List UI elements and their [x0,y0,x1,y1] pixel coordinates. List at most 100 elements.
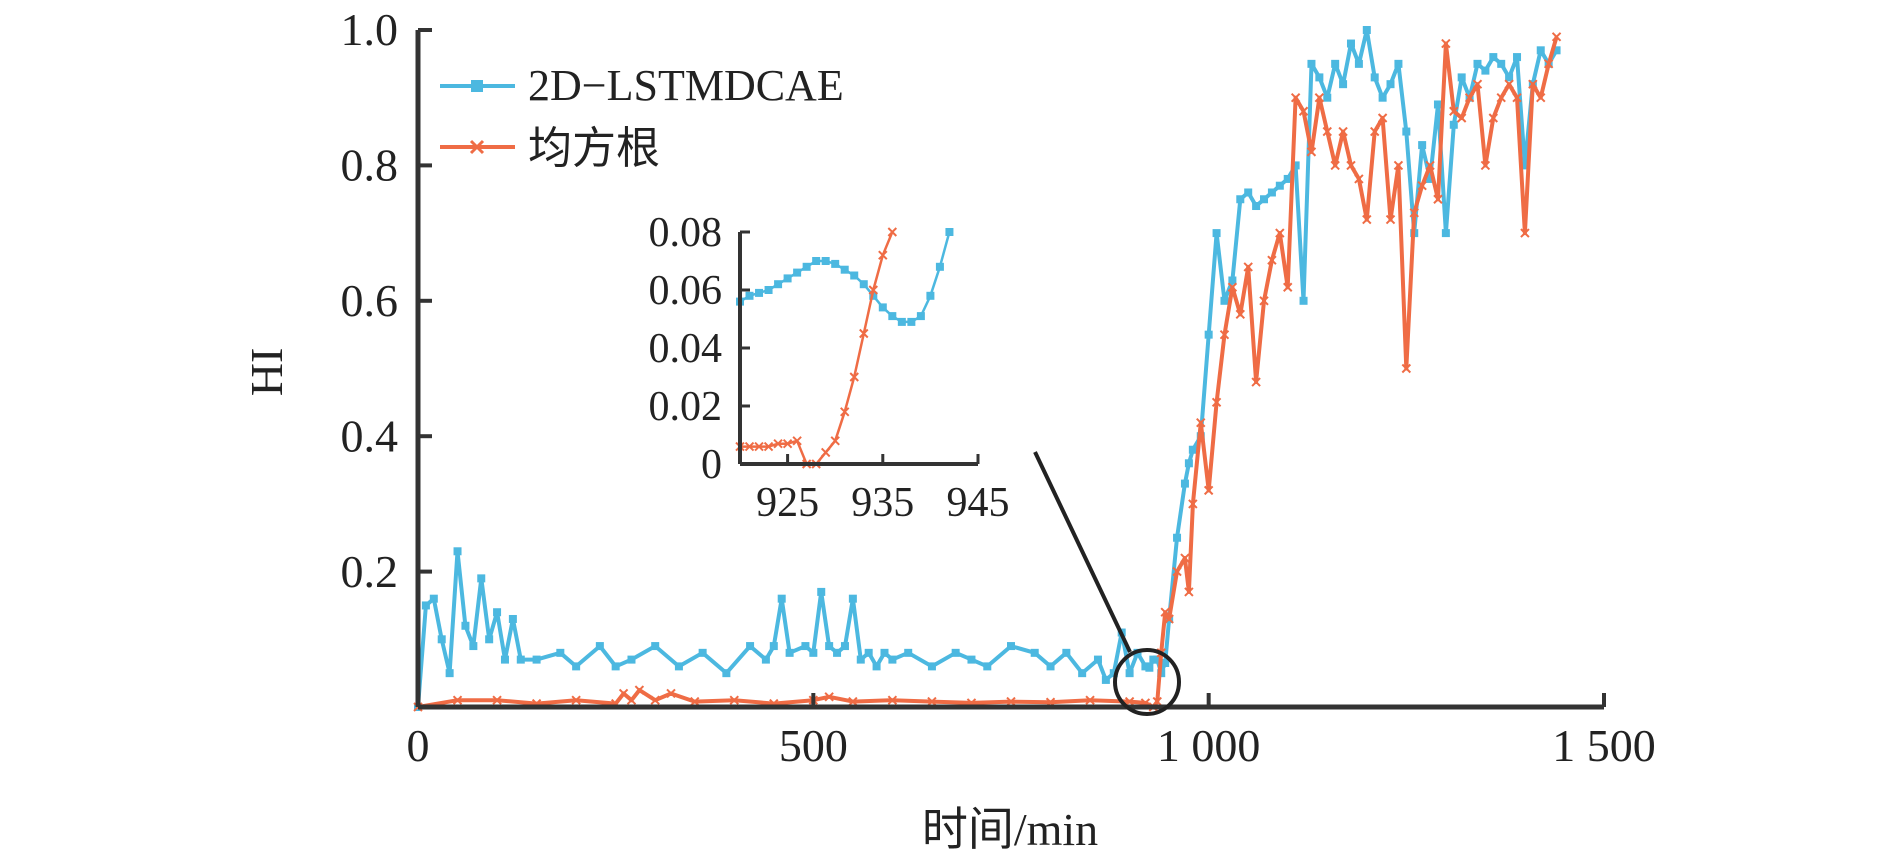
inset-series-0-point [774,280,783,289]
inset-series-0-point [831,259,840,268]
inset-series-1-point [859,328,869,339]
main-series-1-point [1180,553,1190,563]
main-series-1-point [1433,194,1443,204]
main-series-0-point [967,655,976,664]
main-series-0-point [1433,100,1442,109]
main-series-0-point [1188,445,1197,454]
inset-series-0-point [878,303,887,312]
y-axis-label: HI [241,348,292,397]
main-series-0-point [1204,330,1213,339]
main-series-layer [413,26,1562,712]
main-series-0-point [1457,73,1466,82]
main-series-0-point [1362,26,1371,34]
main-series-1-point [1227,282,1238,292]
inset-series-0-point [783,274,792,283]
main-series-1-point [1124,696,1135,707]
main-series-1-point [1520,228,1530,238]
inset-series-1-point [754,441,764,452]
main-series-1-point [927,696,937,707]
main-series-0-point [1339,80,1348,89]
main-series-0-point [1402,127,1411,136]
main-series-0-point [1283,174,1292,183]
main-series-0-point [1260,195,1269,204]
main-series-0-point [1497,59,1506,68]
main-series-0-point [951,648,960,657]
main-series-1-point [1322,126,1332,137]
main-series-1-point [1188,499,1198,509]
main-series-0-point [516,655,525,664]
inset-series-0-point [793,268,802,277]
main-series-1-point [1338,126,1348,137]
main-series-0-point [1161,658,1170,667]
main-series-0-point [1007,642,1015,651]
inset-series-line-0 [739,231,951,324]
main-series-1-point [1172,566,1182,577]
main-series-0-point [1489,53,1498,62]
x-axis-label: 时间/min [922,804,1098,855]
main-x-tick-label: 1 500 [1552,720,1656,771]
main-series-1-point [1330,160,1340,171]
inset-series-1-point [782,438,793,449]
main-series-0-point [1481,66,1490,75]
main-series-1-point [1267,255,1277,265]
main-y-tick-label: 0.2 [341,546,399,597]
main-series-1-point [452,695,463,705]
main-series-1-point [1283,282,1293,292]
main-series-0-point [469,642,478,651]
main-series-0-point [485,635,494,644]
inset-x-tick-label: 935 [851,480,914,526]
inset-series-0-point [907,317,916,326]
main-series-0-point [833,648,842,657]
main-series-1-point [626,695,637,705]
inset-series-0-point [888,312,897,321]
main-series-1-point [1203,485,1214,496]
inset-series-1-point [887,227,898,237]
main-series-1-point [1536,92,1546,103]
inset-series-1-point [849,372,859,382]
legend-entry-rms: 均方根 [440,124,660,173]
main-series-0-point [1228,276,1237,285]
main-series-1-point [1235,309,1245,320]
main-series-1-point [650,695,660,705]
main-series-1-point [1006,696,1016,707]
main-x-tick-label: 1 000 [1157,720,1261,771]
main-series-1-point [1543,59,1554,69]
main-series-1-point [1219,329,1230,340]
main-series-1-point [1496,92,1506,103]
main-series-1-point [1164,614,1174,624]
main-series-1-point [618,688,629,699]
main-series-0-point [1046,662,1055,671]
main-series-1-point [1362,214,1372,225]
main-series-1-point [571,695,581,705]
main-series-0-point [1520,161,1529,170]
main-series-line-1 [417,36,1559,709]
legend-label-lstm: 2D−LSTMDCAE [528,61,844,110]
main-series-0-point [1513,53,1522,62]
main-series-0-point [611,662,620,671]
main-y-tick-label: 0.8 [341,140,399,191]
main-series-0-point [1307,59,1316,68]
main-series-1-point [1488,113,1499,123]
main-series-0-point [1267,188,1276,197]
main-series-0-point [848,594,857,603]
inset-series-line-1 [740,231,894,466]
main-series-1-point [729,695,739,705]
main-y-ticks: 0.2 0.4 0.6 0.8 1.0 [341,4,432,597]
inset-y-tick-label: 0.04 [649,326,723,372]
inset-series-0-point [850,271,859,280]
inset-x-tick-label: 925 [756,480,819,526]
inset-series-0-point [821,257,830,265]
main-series-1-point [1409,208,1419,218]
main-series-0-point [856,655,865,664]
main-series-1-point [1504,79,1514,89]
inset-series-0-point [802,262,811,271]
main-series-1-point [1243,262,1253,272]
main-series-0-point [595,642,604,651]
main-series-1-point [690,696,700,707]
main-series-0-point [1418,141,1427,150]
main-x-ticks: 0 500 1 000 1 500 [407,693,1656,771]
main-series-1-point [1298,106,1309,116]
inset-series-0-point [812,257,821,265]
main-series-0-point [651,642,660,651]
